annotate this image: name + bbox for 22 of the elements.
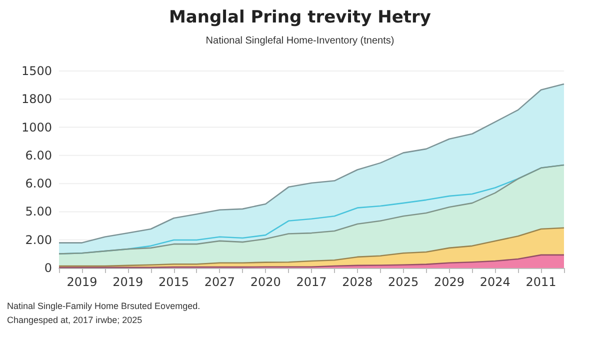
chart-title: Manglal Pring trevity Hetry xyxy=(169,8,431,28)
text: 2.00 xyxy=(25,232,52,247)
text: 6.00 xyxy=(25,148,52,162)
x-tick-label: 2017 xyxy=(296,275,327,289)
chart-subtitle: National Singlefal Home-Inventory (tnents) xyxy=(206,36,394,46)
x-tick-label: 2011 xyxy=(526,275,556,289)
x-tick-label: 2029 xyxy=(434,275,464,289)
text: 5.00 xyxy=(25,204,52,219)
x-tick-label: 2019 xyxy=(112,275,144,289)
x-tick-label: 2015 xyxy=(158,275,190,289)
x-tick-label: 2019 xyxy=(66,275,98,289)
x-tick-label: 2027 xyxy=(204,275,235,289)
x-tick-label: 2025 xyxy=(388,275,419,289)
x-tick-label: 2024 xyxy=(480,275,510,289)
text: Natinal Single-Family Home Brsuted Eovemged. Changesped at, 2017 irwbe; 2025 xyxy=(7,301,200,325)
text: 1500 xyxy=(21,64,52,78)
text: 6.00 xyxy=(25,176,52,191)
text: 0 xyxy=(44,261,52,275)
x-tick-label: 2020 xyxy=(250,275,281,289)
text: 1800 xyxy=(21,92,52,106)
x-tick-label: 2028 xyxy=(342,275,373,289)
text: 1000 xyxy=(21,120,52,134)
